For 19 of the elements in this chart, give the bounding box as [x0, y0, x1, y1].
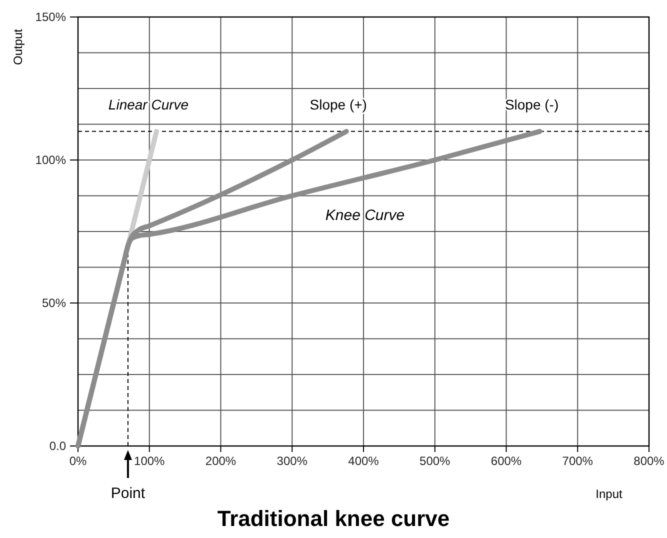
- x-tick-label: 400%: [348, 454, 380, 468]
- x-tick-label: 200%: [205, 454, 236, 468]
- text: Traditional knee curve: [217, 506, 450, 531]
- x-tick-label: 600%: [490, 454, 522, 468]
- x-tick-label: 800%: [634, 454, 665, 468]
- text: Linear Curve: [108, 96, 189, 112]
- y-tick-label: 50%: [42, 296, 66, 310]
- y-tick-label: 100%: [35, 153, 66, 168]
- ref-line-label: Point: [110, 485, 146, 502]
- x-tick-label: 0%: [69, 454, 87, 468]
- x-tick-label: 300%: [276, 454, 308, 468]
- x-axis-title: Input: [596, 487, 624, 501]
- y-axis-title: Output: [11, 28, 25, 66]
- annotation: Knee Curve: [325, 207, 405, 224]
- x-tick-label: 500%: [420, 454, 451, 468]
- y-tick-label: 150%: [35, 10, 66, 24]
- x-tick-label: 100%: [134, 454, 166, 468]
- y-tick-label: 0.0: [49, 439, 66, 454]
- x-tick-label: 700%: [562, 454, 594, 468]
